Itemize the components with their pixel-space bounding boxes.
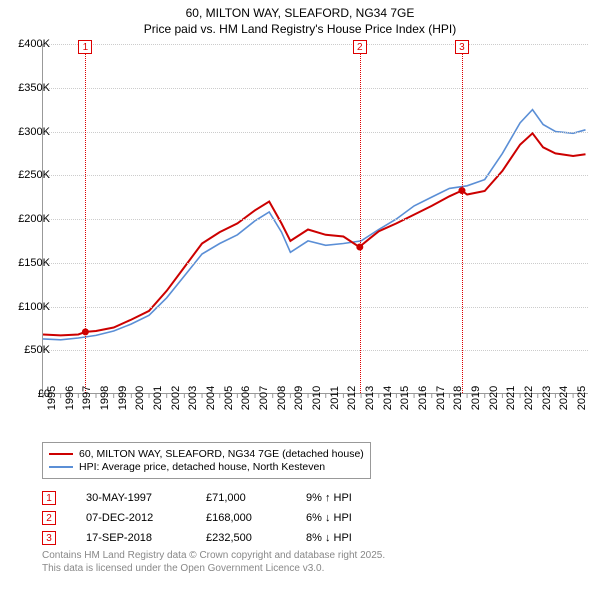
x-axis-label: 2000 (134, 386, 146, 410)
marker-line (462, 44, 463, 393)
marker-badge: 2 (353, 40, 367, 54)
row-badge: 2 (42, 511, 56, 525)
row-badge: 1 (42, 491, 56, 505)
y-axis-label: £300K (4, 126, 50, 138)
x-axis-label: 2011 (329, 386, 341, 410)
y-axis-label: £100K (4, 301, 50, 313)
row-price: £232,500 (206, 532, 276, 544)
x-axis-label: 2022 (523, 386, 535, 410)
table-row: 1 30-MAY-1997 £71,000 9% ↑ HPI (42, 488, 352, 508)
x-axis-label: 2002 (170, 386, 182, 410)
y-axis-label: £0 (4, 388, 50, 400)
x-axis-label: 2020 (488, 386, 500, 410)
x-axis-label: 2012 (346, 386, 358, 410)
x-axis-label: 2006 (240, 386, 252, 410)
x-axis-label: 2015 (399, 386, 411, 410)
y-axis-label: £150K (4, 257, 50, 269)
x-axis-label: 2010 (311, 386, 323, 410)
attribution: Contains HM Land Registry data © Crown c… (42, 550, 385, 575)
x-axis-label: 2003 (187, 386, 199, 410)
legend-swatch-red (49, 453, 73, 455)
attribution-line-2: This data is licensed under the Open Gov… (42, 563, 385, 576)
row-delta: 9% ↑ HPI (306, 492, 352, 504)
transaction-table: 1 30-MAY-1997 £71,000 9% ↑ HPI 2 07-DEC-… (42, 488, 352, 548)
x-axis-label: 2005 (223, 386, 235, 410)
x-axis-label: 2025 (576, 386, 588, 410)
legend-label-blue: HPI: Average price, detached house, Nort… (79, 461, 325, 473)
legend-row-blue: HPI: Average price, detached house, Nort… (49, 461, 364, 473)
legend-label-red: 60, MILTON WAY, SLEAFORD, NG34 7GE (deta… (79, 448, 364, 460)
title-line-1: 60, MILTON WAY, SLEAFORD, NG34 7GE (0, 6, 600, 22)
x-axis-label: 1999 (117, 386, 129, 410)
table-row: 2 07-DEC-2012 £168,000 6% ↓ HPI (42, 508, 352, 528)
marker-badge: 1 (78, 40, 92, 54)
legend: 60, MILTON WAY, SLEAFORD, NG34 7GE (deta… (42, 442, 371, 479)
x-axis-label: 1998 (99, 386, 111, 410)
x-axis-label: 2007 (258, 386, 270, 410)
x-axis-label: 1995 (46, 386, 58, 410)
x-axis-label: 2014 (382, 386, 394, 410)
y-axis-label: £50K (4, 344, 50, 356)
x-axis-label: 2016 (417, 386, 429, 410)
x-axis-label: 2017 (435, 386, 447, 410)
x-axis-label: 2013 (364, 386, 376, 410)
attribution-line-1: Contains HM Land Registry data © Crown c… (42, 550, 385, 563)
x-axis-label: 2021 (505, 386, 517, 410)
row-delta: 8% ↓ HPI (306, 532, 352, 544)
chart-title: 60, MILTON WAY, SLEAFORD, NG34 7GE Price… (0, 0, 600, 37)
row-date: 30-MAY-1997 (86, 492, 176, 504)
title-line-2: Price paid vs. HM Land Registry's House … (0, 22, 600, 38)
row-badge: 3 (42, 531, 56, 545)
legend-swatch-blue (49, 466, 73, 468)
x-axis-label: 1997 (81, 386, 93, 410)
x-axis-label: 2024 (558, 386, 570, 410)
x-axis-label: 2023 (541, 386, 553, 410)
series-red (43, 133, 586, 335)
x-axis-label: 2008 (276, 386, 288, 410)
x-axis-label: 1996 (64, 386, 76, 410)
marker-badge: 3 (455, 40, 469, 54)
y-axis-label: £250K (4, 169, 50, 181)
x-axis-label: 2001 (152, 386, 164, 410)
chart-plot-area: 123 (42, 44, 588, 394)
x-axis-label: 2004 (205, 386, 217, 410)
row-price: £168,000 (206, 512, 276, 524)
row-delta: 6% ↓ HPI (306, 512, 352, 524)
table-row: 3 17-SEP-2018 £232,500 8% ↓ HPI (42, 528, 352, 548)
series-blue (43, 110, 586, 340)
x-axis-label: 2018 (452, 386, 464, 410)
row-date: 17-SEP-2018 (86, 532, 176, 544)
row-date: 07-DEC-2012 (86, 512, 176, 524)
y-axis-label: £200K (4, 213, 50, 225)
y-axis-label: £400K (4, 38, 50, 50)
x-axis-label: 2019 (470, 386, 482, 410)
legend-row-red: 60, MILTON WAY, SLEAFORD, NG34 7GE (deta… (49, 448, 364, 460)
marker-line (360, 44, 361, 393)
marker-line (85, 44, 86, 393)
row-price: £71,000 (206, 492, 276, 504)
x-axis-label: 2009 (293, 386, 305, 410)
y-axis-label: £350K (4, 82, 50, 94)
